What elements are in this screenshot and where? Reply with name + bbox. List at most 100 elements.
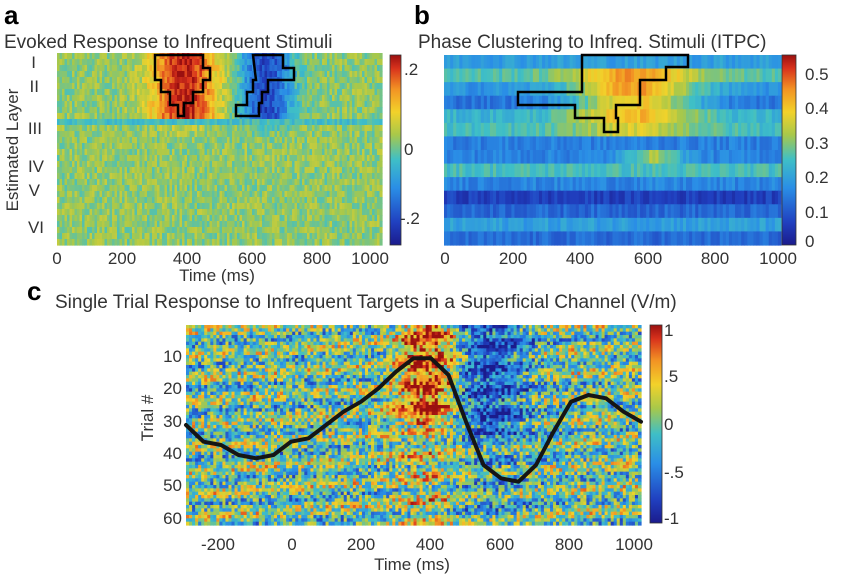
panel-c-title: Single Trial Response to Infrequent Targ… <box>55 292 677 313</box>
panel-a-heatmap-cell <box>347 53 351 60</box>
panel-a-heatmap-cell <box>299 197 303 204</box>
panel-a-heatmap-cell <box>139 89 143 96</box>
panel-a-heatmap-cell <box>354 83 358 90</box>
panel-a-heatmap-cell <box>192 71 196 78</box>
panel-a-heatmap-cell <box>89 197 93 204</box>
panel-a-heatmap-cell <box>257 179 261 186</box>
panel-a-heatmap-cell <box>84 185 88 192</box>
panel-a-heatmap-cell <box>244 131 248 138</box>
panel-a-heatmap-cell <box>132 59 136 66</box>
panel-a-heatmap-cell <box>324 155 328 162</box>
panel-a-heatmap-cell <box>102 89 106 96</box>
panel-a-heatmap-cell <box>374 53 378 60</box>
panel-a-heatmap-cell <box>164 95 168 102</box>
panel-a-heatmap-cell <box>332 119 336 126</box>
panel-a-heatmap-cell <box>234 95 238 102</box>
panel-a-heatmap-cell <box>314 83 318 90</box>
panel-a-heatmap-cell <box>349 185 353 192</box>
panel-a-heatmap-cell <box>212 149 216 156</box>
panel-a-heatmap-cell <box>239 137 243 144</box>
panel-a-heatmap-cell <box>234 173 238 180</box>
panel-a-heatmap-cell <box>159 137 163 144</box>
panel-a-heatmap-cell <box>144 167 148 174</box>
panel-a-heatmap-cell <box>379 137 383 144</box>
panel-a-heatmap-cell <box>364 143 368 150</box>
panel-a-heatmap-cell <box>112 209 116 216</box>
panel-a-heatmap-cell <box>227 113 231 120</box>
panel-a-heatmap-cell <box>287 101 291 108</box>
panel-a-heatmap-cell <box>169 77 173 84</box>
panel-a-heatmap-cell <box>267 161 271 168</box>
panel-a-heatmap-cell <box>337 167 341 174</box>
panel-a-heatmap-cell <box>79 203 83 210</box>
panel-a-heatmap-cell <box>329 203 333 210</box>
panel-a-heatmap-cell <box>267 101 271 108</box>
panel-a-heatmap-cell <box>314 65 318 72</box>
panel-a-heatmap-cell <box>372 53 376 60</box>
panel-a-heatmap-cell <box>82 77 86 84</box>
panel-a-heatmap-cell <box>289 89 293 96</box>
panel-a-heatmap-cell <box>339 59 343 66</box>
panel-a-heatmap-cell <box>302 167 306 174</box>
panel-a-heatmap-cell <box>289 185 293 192</box>
panel-a-heatmap-cell <box>242 143 246 150</box>
panel-a-heatmap-cell <box>267 173 271 180</box>
panel-a-heatmap-cell <box>297 59 301 66</box>
panel-a-heatmap-cell <box>189 89 193 96</box>
panel-a-heatmap-cell <box>92 53 96 60</box>
panel-a-heatmap-cell <box>184 77 188 84</box>
panel-a-heatmap-cell <box>217 59 221 66</box>
panel-a-heatmap-cell <box>74 203 78 210</box>
panel-a-heatmap-cell <box>314 161 318 168</box>
panel-a-heatmap-cell <box>139 71 143 78</box>
panel-a-heatmap-cell <box>89 65 93 72</box>
panel-a-heatmap-cell <box>332 95 336 102</box>
panel-a-heatmap-cell <box>104 53 108 60</box>
panel-a-heatmap-cell <box>194 83 198 90</box>
panel-a-heatmap-cell <box>342 119 346 126</box>
panel-a-heatmap-cell <box>274 143 278 150</box>
panel-a-heatmap-cell <box>317 131 321 138</box>
panel-a-heatmap-cell <box>349 77 353 84</box>
panel-a-heatmap-cell <box>69 83 73 90</box>
panel-a-heatmap-cell <box>269 161 273 168</box>
panel-a-heatmap-cell <box>374 197 378 204</box>
panel-a-heatmap-cell <box>64 203 68 210</box>
panel-a-heatmap-cell <box>59 59 63 66</box>
panel-a-heatmap-cell <box>244 197 248 204</box>
panel-a-heatmap-cell <box>344 191 348 198</box>
panel-a-heatmap-cell <box>244 59 248 66</box>
panel-a-heatmap-cell <box>304 155 308 162</box>
panel-a-heatmap-cell <box>119 149 123 156</box>
panel-a-heatmap-cell <box>322 71 326 78</box>
panel-a-heatmap-cell <box>262 53 266 60</box>
panel-a-heatmap-cell <box>182 77 186 84</box>
panel-a-heatmap-cell <box>234 83 238 90</box>
panel-a-heatmap-cell <box>342 167 346 174</box>
panel-a-heatmap-cell <box>354 119 358 126</box>
panel-a-heatmap-cell <box>82 137 86 144</box>
panel-a-heatmap-cell <box>219 143 223 150</box>
panel-a-heatmap-cell <box>169 125 173 132</box>
panel-a-heatmap-cell <box>132 149 136 156</box>
panel-a-heatmap-cell <box>314 179 318 186</box>
panel-a-heatmap-cell <box>172 143 176 150</box>
panel-a-heatmap-cell <box>214 119 218 126</box>
panel-a-heatmap-cell <box>262 203 266 210</box>
panel-a-heatmap-cell <box>144 143 148 150</box>
panel-a-heatmap-cell <box>364 95 368 102</box>
panel-a-heatmap-cell <box>114 209 118 216</box>
panel-a-heatmap-cell <box>367 77 371 84</box>
panel-a-heatmap-cell <box>59 203 63 210</box>
panel-a-heatmap-cell <box>264 137 268 144</box>
panel-a-heatmap-cell <box>342 65 346 72</box>
panel-a-heatmap-cell <box>99 65 103 72</box>
panel-a-heatmap-cell <box>317 179 321 186</box>
panel-a-heatmap-cell <box>312 173 316 180</box>
panel-a-heatmap-cell <box>107 107 111 114</box>
panel-a-heatmap-cell <box>64 191 68 198</box>
panel-a-heatmap-cell <box>84 107 88 114</box>
panel-a-heatmap-cell <box>334 203 338 210</box>
panel-a-heatmap-cell <box>204 137 208 144</box>
panel-a-heatmap-cell <box>152 203 156 210</box>
